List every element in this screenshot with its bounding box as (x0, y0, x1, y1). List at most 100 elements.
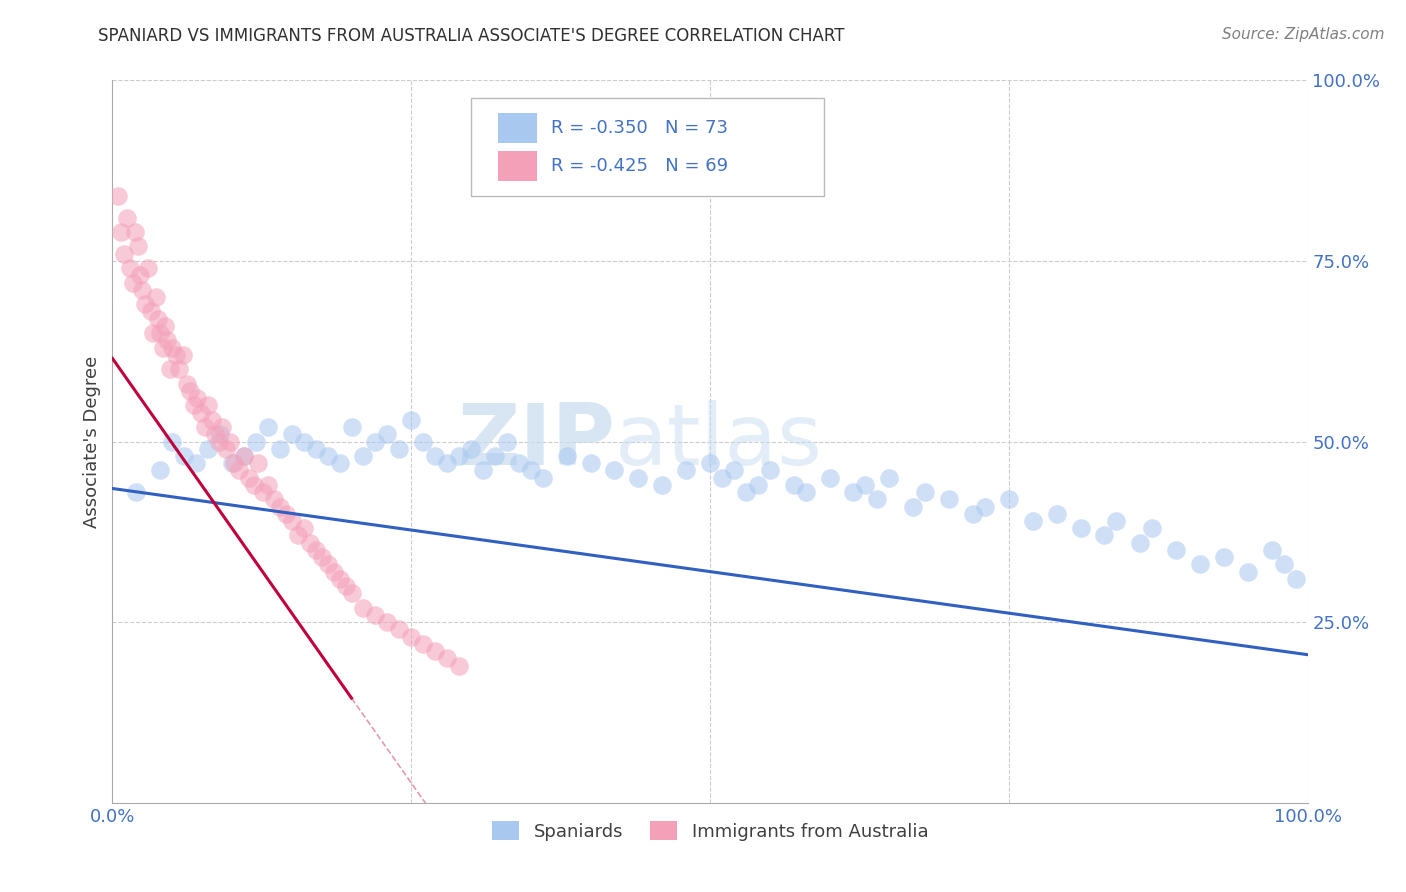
Point (1129, 535, 1152, 549)
Point (134, 297, 156, 311)
Point (1285, 572, 1308, 586)
Point (794, 485, 817, 500)
Point (401, 630, 423, 644)
Y-axis label: Associate's Degree: Associate's Degree (83, 355, 101, 528)
Bar (499, 151, 537, 181)
Text: Source: ZipAtlas.com: Source: ZipAtlas.com (1222, 27, 1385, 42)
Point (115, 211, 138, 225)
Point (401, 413, 423, 427)
Point (651, 478, 673, 492)
Point (153, 318, 176, 333)
Point (316, 449, 339, 463)
Point (169, 362, 191, 376)
Point (1022, 514, 1045, 528)
Point (125, 485, 148, 500)
Point (675, 463, 697, 477)
FancyBboxPatch shape (471, 98, 824, 196)
Point (747, 478, 769, 492)
Point (269, 442, 291, 456)
Point (228, 463, 250, 477)
Point (352, 449, 374, 463)
Point (124, 225, 146, 239)
Point (208, 434, 231, 449)
Point (1237, 565, 1260, 579)
Point (531, 470, 554, 484)
Point (879, 470, 901, 484)
Legend: Spaniards, Immigrants from Australia: Spaniards, Immigrants from Australia (485, 814, 935, 848)
Point (172, 348, 194, 362)
Point (1166, 542, 1188, 557)
Text: R = -0.425   N = 69: R = -0.425 N = 69 (551, 157, 728, 175)
Point (364, 607, 387, 622)
Point (496, 434, 519, 449)
Point (1046, 507, 1069, 521)
Point (377, 615, 399, 630)
Text: ZIP: ZIP (457, 400, 614, 483)
Point (520, 463, 543, 477)
Point (335, 579, 357, 593)
Point (127, 239, 149, 253)
Point (218, 434, 240, 449)
Point (866, 492, 889, 507)
Point (269, 500, 291, 514)
Point (1070, 521, 1092, 535)
Point (377, 427, 399, 442)
Point (211, 420, 233, 434)
Point (412, 637, 434, 651)
Point (938, 492, 960, 507)
Point (233, 449, 256, 463)
Point (139, 304, 162, 318)
Point (962, 507, 984, 521)
Point (145, 290, 167, 304)
Point (603, 463, 626, 477)
Point (162, 434, 183, 449)
Point (412, 434, 434, 449)
Point (287, 528, 309, 542)
Point (209, 427, 232, 442)
Point (274, 507, 297, 521)
Point (447, 449, 470, 463)
Point (311, 550, 333, 565)
Point (179, 384, 201, 398)
Point (711, 470, 734, 484)
Point (436, 456, 458, 470)
Point (460, 442, 482, 456)
Point (173, 449, 195, 463)
Point (238, 470, 260, 484)
Point (842, 485, 865, 500)
Point (224, 456, 246, 470)
Point (1213, 550, 1236, 565)
Point (281, 514, 304, 528)
Point (723, 463, 745, 477)
Point (998, 492, 1021, 507)
Point (579, 456, 602, 470)
Point (114, 246, 135, 260)
Point (508, 456, 530, 470)
Point (201, 413, 224, 427)
Point (245, 434, 267, 449)
Point (247, 456, 270, 470)
Point (472, 463, 495, 477)
Point (120, 261, 142, 276)
Point (242, 478, 264, 492)
Point (1272, 558, 1295, 572)
Point (322, 565, 344, 579)
Point (974, 500, 997, 514)
Point (305, 442, 328, 456)
Point (149, 326, 172, 340)
Point (190, 406, 212, 420)
Point (142, 326, 165, 340)
Point (1094, 528, 1116, 542)
Point (316, 558, 339, 572)
Point (110, 225, 132, 239)
Point (364, 434, 387, 449)
Point (329, 572, 352, 586)
Point (903, 500, 925, 514)
Point (782, 478, 804, 492)
Point (215, 442, 238, 456)
Point (914, 485, 936, 500)
Point (759, 463, 782, 477)
Point (193, 420, 215, 434)
Point (257, 478, 280, 492)
Point (131, 283, 153, 297)
